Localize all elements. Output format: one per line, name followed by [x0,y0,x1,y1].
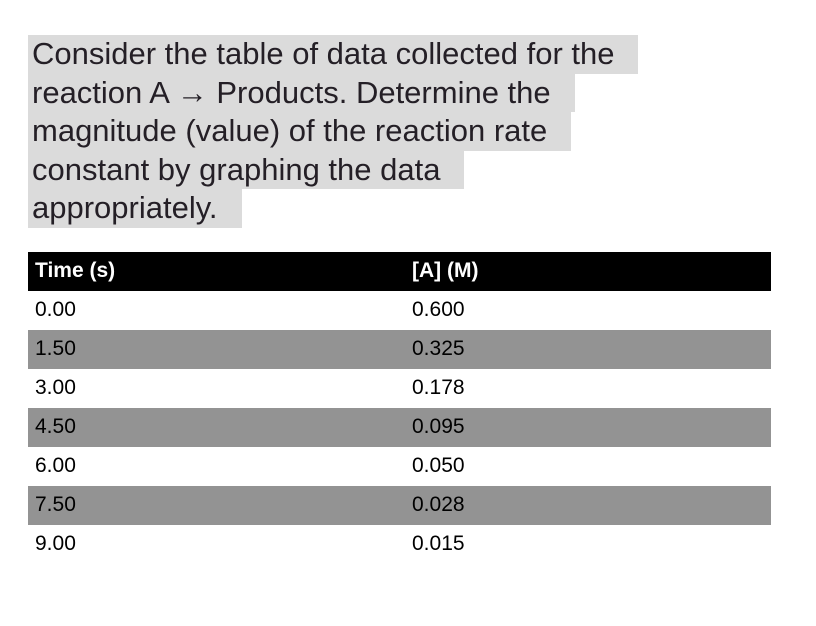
question-line: appropriately. [28,189,816,228]
highlighted-text: magnitude (value) of the reaction rate [28,112,572,151]
table-row: 0.00 0.600 [28,291,771,330]
table-row: 7.50 0.028 [28,485,771,525]
cell-concentration: 0.050 [412,454,465,478]
cell-concentration: 0.325 [412,337,465,361]
table-row: 9.00 0.015 [28,525,771,564]
cell-time: 3.00 [35,376,76,400]
cell-concentration: 0.015 [412,532,465,556]
header-cell-time: Time (s) [28,251,405,291]
highlighted-text: reaction A → Products. Determine the [28,73,575,113]
table-row: 1.50 0.325 [28,329,771,369]
question-line: reaction A → Products. Determine the [28,73,816,113]
question-line: constant by graphing the data [28,150,816,190]
cell-time: 7.50 [35,493,76,517]
question-text: Consider the table of data collected for… [0,0,816,228]
cell-time: 6.00 [35,454,76,478]
cell-concentration: 0.095 [412,415,465,439]
cell-concentration: 0.028 [412,493,465,517]
cell-time: 4.50 [35,415,76,439]
highlighted-text: appropriately. [28,189,242,228]
highlighted-text: constant by graphing the data [28,150,465,190]
question-line: Consider the table of data collected for… [28,35,816,74]
cell-time: 0.00 [35,298,76,322]
table-row: 6.00 0.050 [28,447,771,486]
question-line: magnitude (value) of the reaction rate [28,112,816,151]
cell-concentration: 0.600 [412,298,465,322]
table-row: 3.00 0.178 [28,369,771,408]
cell-time: 9.00 [35,532,76,556]
header-cell-concentration: [A] (M) [405,251,771,291]
cell-concentration: 0.178 [412,376,465,400]
table-header-row: Time (s) [A] (M) [28,251,771,291]
highlighted-text: Consider the table of data collected for… [28,35,639,74]
cell-time: 1.50 [35,337,76,361]
table-row: 4.50 0.095 [28,407,771,447]
data-table: Time (s) [A] (M) 0.00 0.600 1.50 0.325 3… [28,251,771,564]
